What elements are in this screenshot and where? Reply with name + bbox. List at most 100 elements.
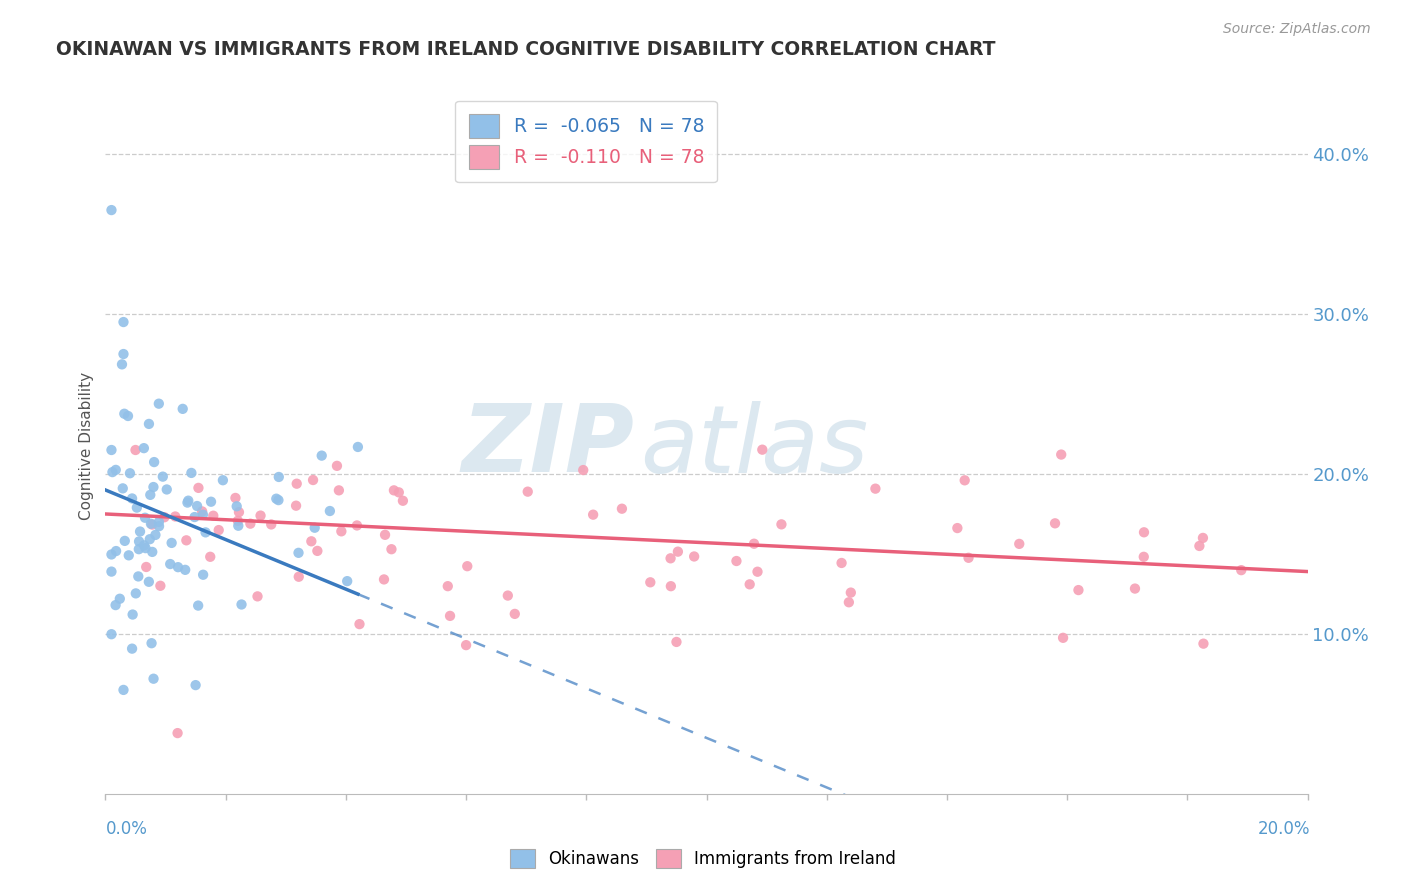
- Point: [839, 585, 862, 599]
- Point: [328, 483, 350, 498]
- Point: [156, 483, 179, 497]
- Point: [101, 465, 124, 479]
- Point: [347, 440, 370, 454]
- Point: [1052, 631, 1074, 645]
- Point: [838, 595, 860, 609]
- Point: [831, 556, 853, 570]
- Point: [751, 442, 773, 457]
- Point: [319, 504, 342, 518]
- Point: [187, 481, 209, 495]
- Point: [148, 519, 170, 533]
- Point: [141, 545, 163, 559]
- Point: [1192, 637, 1215, 651]
- Point: [176, 495, 198, 509]
- Point: [957, 550, 980, 565]
- Point: [225, 500, 247, 514]
- Legend: R =  -0.065   N = 78, R =  -0.110   N = 78: R = -0.065 N = 78, R = -0.110 N = 78: [456, 101, 717, 183]
- Point: [336, 574, 359, 588]
- Point: [1192, 531, 1215, 545]
- Point: [285, 499, 308, 513]
- Point: [228, 505, 250, 519]
- Point: [153, 510, 176, 524]
- Point: [100, 442, 122, 457]
- Point: [346, 518, 368, 533]
- Point: [454, 638, 477, 652]
- Point: [100, 203, 122, 218]
- Point: [104, 463, 127, 477]
- Point: [747, 565, 769, 579]
- Point: [1132, 549, 1154, 564]
- Point: [145, 528, 167, 542]
- Point: [135, 541, 157, 556]
- Point: [582, 508, 605, 522]
- Point: [202, 508, 225, 523]
- Text: Source: ZipAtlas.com: Source: ZipAtlas.com: [1223, 22, 1371, 37]
- Point: [129, 524, 152, 539]
- Point: [121, 607, 143, 622]
- Point: [118, 467, 141, 481]
- Point: [112, 347, 135, 361]
- Point: [516, 484, 538, 499]
- Text: ZIP: ZIP: [461, 400, 634, 492]
- Point: [503, 607, 526, 621]
- Point: [139, 516, 162, 531]
- Point: [111, 357, 134, 371]
- Point: [180, 466, 202, 480]
- Point: [738, 577, 761, 591]
- Point: [266, 491, 288, 506]
- Point: [640, 575, 662, 590]
- Point: [114, 533, 136, 548]
- Point: [125, 586, 148, 600]
- Point: [436, 579, 458, 593]
- Point: [770, 517, 793, 532]
- Point: [138, 574, 160, 589]
- Legend: Okinawans, Immigrants from Ireland: Okinawans, Immigrants from Ireland: [503, 843, 903, 875]
- Point: [184, 678, 207, 692]
- Point: [143, 455, 166, 469]
- Point: [307, 544, 329, 558]
- Point: [226, 514, 249, 528]
- Point: [666, 544, 689, 558]
- Point: [194, 525, 217, 540]
- Point: [148, 515, 170, 529]
- Text: atlas: atlas: [640, 401, 869, 491]
- Point: [226, 518, 249, 533]
- Point: [865, 482, 887, 496]
- Point: [285, 476, 308, 491]
- Point: [212, 473, 235, 487]
- Point: [142, 480, 165, 494]
- Point: [287, 546, 309, 560]
- Point: [496, 589, 519, 603]
- Point: [200, 494, 222, 508]
- Point: [1123, 582, 1146, 596]
- Point: [299, 534, 322, 549]
- Point: [127, 569, 149, 583]
- Point: [659, 551, 682, 566]
- Point: [172, 401, 194, 416]
- Point: [191, 504, 214, 518]
- Point: [208, 523, 231, 537]
- Point: [141, 636, 163, 650]
- Point: [183, 510, 205, 524]
- Point: [953, 473, 976, 487]
- Point: [249, 508, 271, 523]
- Point: [112, 315, 135, 329]
- Point: [100, 548, 122, 562]
- Point: [160, 536, 183, 550]
- Point: [177, 493, 200, 508]
- Point: [302, 473, 325, 487]
- Text: OKINAWAN VS IMMIGRANTS FROM IRELAND COGNITIVE DISABILITY CORRELATION CHART: OKINAWAN VS IMMIGRANTS FROM IRELAND COGN…: [56, 40, 995, 59]
- Point: [382, 483, 405, 498]
- Point: [135, 560, 157, 574]
- Point: [439, 608, 461, 623]
- Point: [149, 579, 172, 593]
- Point: [374, 528, 396, 542]
- Point: [111, 481, 134, 495]
- Point: [186, 499, 208, 513]
- Point: [1043, 516, 1066, 531]
- Point: [176, 533, 198, 548]
- Point: [349, 617, 371, 632]
- Point: [112, 682, 135, 697]
- Text: 20.0%: 20.0%: [1258, 820, 1310, 838]
- Point: [174, 563, 197, 577]
